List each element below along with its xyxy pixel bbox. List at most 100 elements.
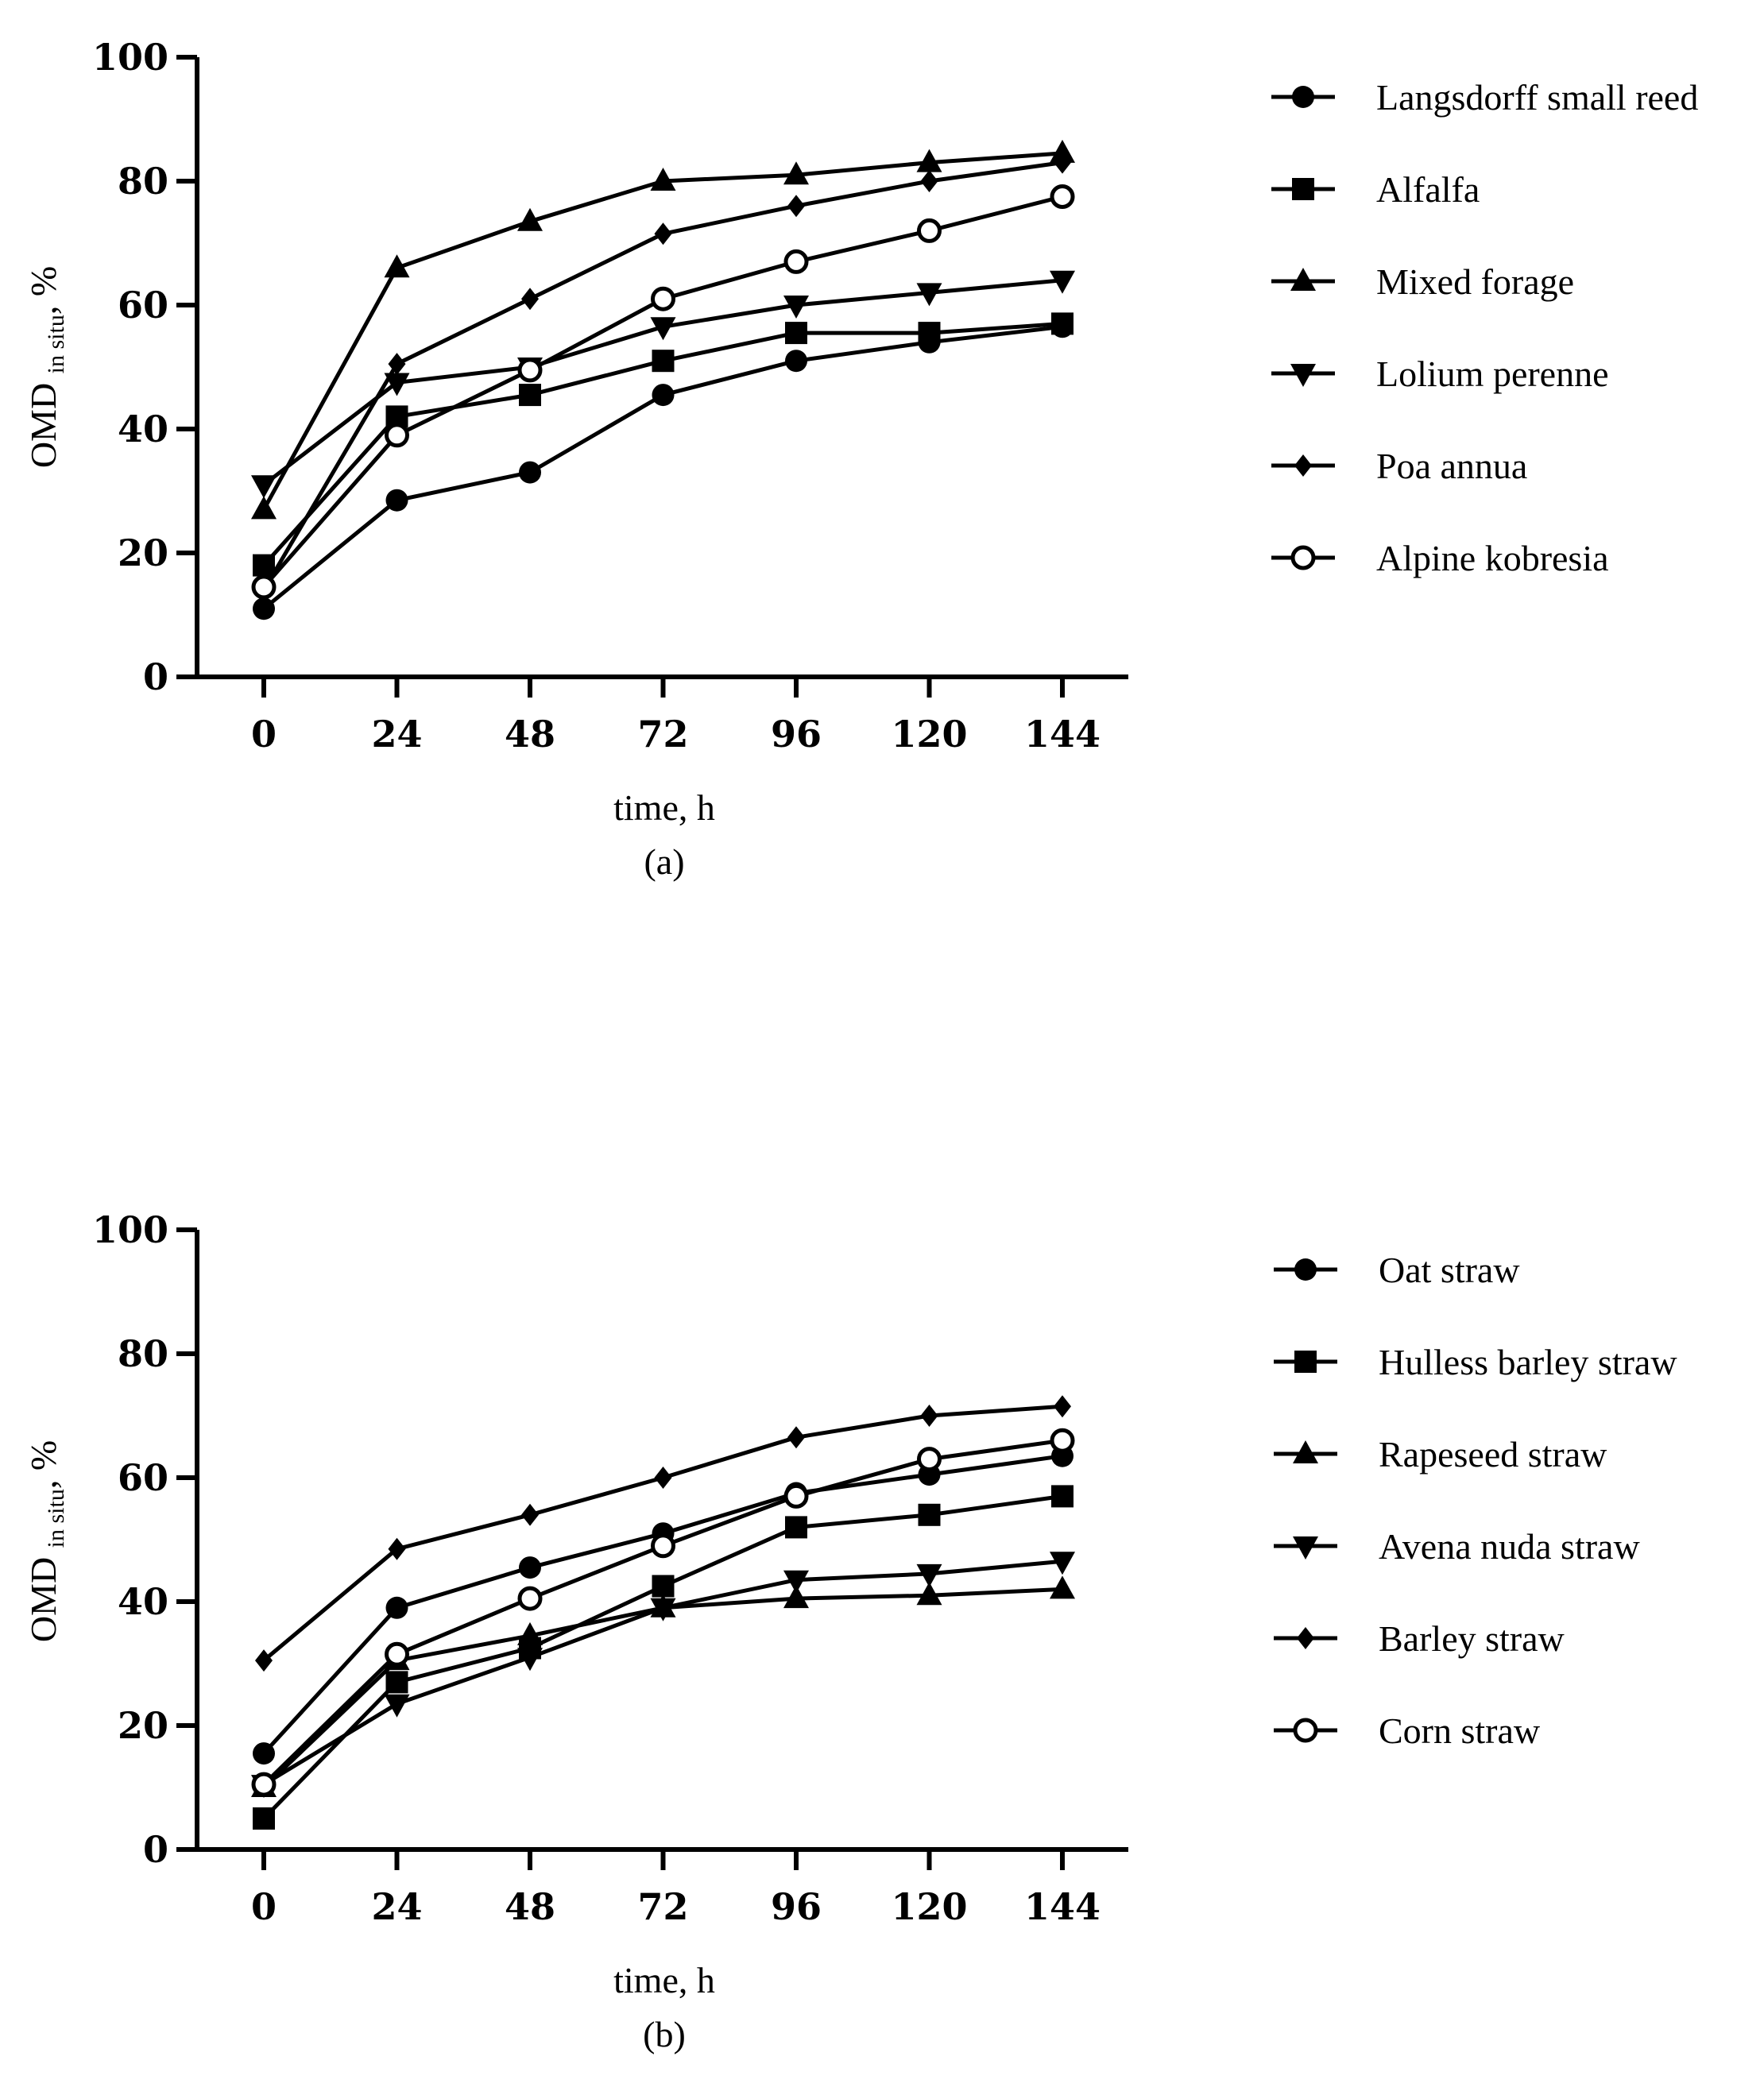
data-point-hulless-barley-straw <box>652 1575 675 1598</box>
legend-item-oat-straw: Oat straw <box>1274 1250 1520 1290</box>
legend-marker <box>1293 1536 1318 1560</box>
data-point-avena-nuda-straw <box>916 1563 942 1587</box>
data-point-alfalfa <box>1051 312 1073 335</box>
data-point-lolium-perenne <box>1050 270 1075 294</box>
legend-item-rapeseed-straw: Rapeseed straw <box>1274 1434 1607 1475</box>
data-point-lolium-perenne <box>251 475 277 499</box>
data-point-corn-straw <box>517 1586 543 1611</box>
data-point-corn-straw <box>651 1533 675 1559</box>
data-point-corn-straw <box>251 1772 277 1797</box>
data-point-rapeseed-straw <box>783 1585 809 1609</box>
x-tick-label: 120 <box>891 713 967 756</box>
y-axis-label-main: OMD <box>23 1548 64 1642</box>
series-alfalfa <box>253 312 1073 577</box>
data-point-corn-straw <box>1050 1428 1075 1453</box>
data-point-mixed-forage <box>650 168 676 191</box>
x-axis-label: time, h <box>613 1960 715 2000</box>
data-point-mixed-forage <box>251 496 277 520</box>
data-point-poa-annua <box>388 353 406 376</box>
data-point-mixed-forage <box>1050 139 1075 163</box>
data-point-alpine-kobresia <box>651 286 675 311</box>
legend-label: Mixed forage <box>1376 261 1574 302</box>
x-tick-label: 24 <box>371 713 422 756</box>
data-point-poa-annua <box>1054 151 1071 174</box>
data-point-alfalfa <box>918 322 941 345</box>
data-point-hulless-barley-straw <box>1051 1485 1073 1508</box>
legend-item-langsdorff-small-reed: Langsdorff small reed <box>1271 77 1698 118</box>
x-tick-label: 48 <box>505 713 555 756</box>
data-point-alpine-kobresia <box>783 249 809 274</box>
data-point-avena-nuda-straw <box>783 1570 809 1594</box>
legend-item-mixed-forage: Mixed forage <box>1271 261 1574 302</box>
data-point-poa-annua <box>920 170 938 192</box>
y-axis-label-suffix: , % <box>23 1440 64 1489</box>
y-axis-label-subscript: in situ <box>43 315 69 373</box>
data-point-mixed-forage <box>517 207 543 231</box>
x-tick-label: 120 <box>891 1885 967 1928</box>
legend-marker <box>1297 1627 1314 1649</box>
x-tick-label: 24 <box>371 1885 422 1928</box>
legend-marker <box>1294 1258 1317 1281</box>
data-point-alpine-kobresia <box>917 218 942 243</box>
legend: Langsdorff small reed Alfalfa Mixed forage… <box>1271 77 1698 578</box>
data-point-barley-straw <box>920 1405 938 1427</box>
x-tick-label: 72 <box>637 713 688 756</box>
data-point-corn-straw <box>783 1483 809 1509</box>
series-mixed-forage <box>251 139 1075 520</box>
data-point-avena-nuda-straw <box>1050 1552 1075 1575</box>
data-point-hulless-barley-straw <box>253 1807 275 1830</box>
data-point-barley-straw <box>521 1503 539 1526</box>
legend-item-alpine-kobresia: Alpine kobresia <box>1271 538 1609 578</box>
data-point-langsdorff-small-reed <box>652 384 675 407</box>
legend-item-barley-straw: Barley straw <box>1274 1618 1565 1659</box>
y-axis-label-main: OMD <box>23 373 64 468</box>
data-point-alfalfa <box>785 322 807 345</box>
data-point-alfalfa <box>253 554 275 577</box>
y-tick-label: 40 <box>118 1580 168 1623</box>
data-point-rapeseed-straw <box>1050 1575 1075 1599</box>
data-point-alfalfa <box>652 350 675 373</box>
y-tick-label: 40 <box>118 408 168 450</box>
data-point-hulless-barley-straw <box>385 1671 408 1694</box>
data-point-mixed-forage <box>783 161 809 185</box>
data-point-alfalfa <box>519 384 541 407</box>
y-axis-label-suffix: , % <box>23 266 64 315</box>
legend-item-poa-annua: Poa annua <box>1271 446 1527 486</box>
x-tick-label: 96 <box>771 713 822 756</box>
series-alpine-kobresia <box>251 184 1075 600</box>
data-point-oat-straw <box>385 1596 408 1619</box>
data-point-alpine-kobresia <box>1050 184 1075 209</box>
data-point-mixed-forage <box>916 149 942 172</box>
legend-label: Alpine kobresia <box>1376 538 1609 578</box>
series-corn-straw <box>251 1428 1075 1797</box>
legend-item-avena-nuda-straw: Avena nuda straw <box>1274 1526 1640 1567</box>
x-tick-label: 48 <box>505 1885 555 1928</box>
legend-label: Rapeseed straw <box>1379 1434 1607 1475</box>
series-poa-annua <box>255 151 1071 601</box>
data-point-avena-nuda-straw <box>517 1648 543 1672</box>
x-axis-label: time, h <box>613 787 715 828</box>
legend-item-lolium-perenne: Lolium perenne <box>1271 354 1609 394</box>
legend-label: Barley straw <box>1379 1618 1565 1659</box>
legend-label: Oat straw <box>1379 1250 1520 1290</box>
data-point-oat-straw <box>253 1742 275 1765</box>
y-tick-label: 20 <box>118 531 168 574</box>
data-point-alpine-kobresia <box>517 358 543 383</box>
y-tick-label: 0 <box>143 655 168 698</box>
data-point-mixed-forage <box>384 254 410 278</box>
data-point-rapeseed-straw <box>517 1621 543 1645</box>
x-tick-label: 0 <box>251 1885 277 1928</box>
legend-label: Hulless barley straw <box>1379 1342 1677 1382</box>
y-tick-label: 80 <box>118 1332 168 1375</box>
data-point-avena-nuda-straw <box>650 1598 676 1621</box>
data-point-barley-straw <box>255 1649 273 1672</box>
y-tick-label: 100 <box>92 36 168 79</box>
legend-marker <box>1294 454 1312 477</box>
legend-marker <box>1292 178 1314 200</box>
data-point-poa-annua <box>787 195 805 218</box>
data-point-corn-straw <box>385 1641 409 1667</box>
legend-marker <box>1290 545 1316 570</box>
legend-item-alfalfa: Alfalfa <box>1271 169 1480 210</box>
data-point-poa-annua <box>654 222 672 245</box>
